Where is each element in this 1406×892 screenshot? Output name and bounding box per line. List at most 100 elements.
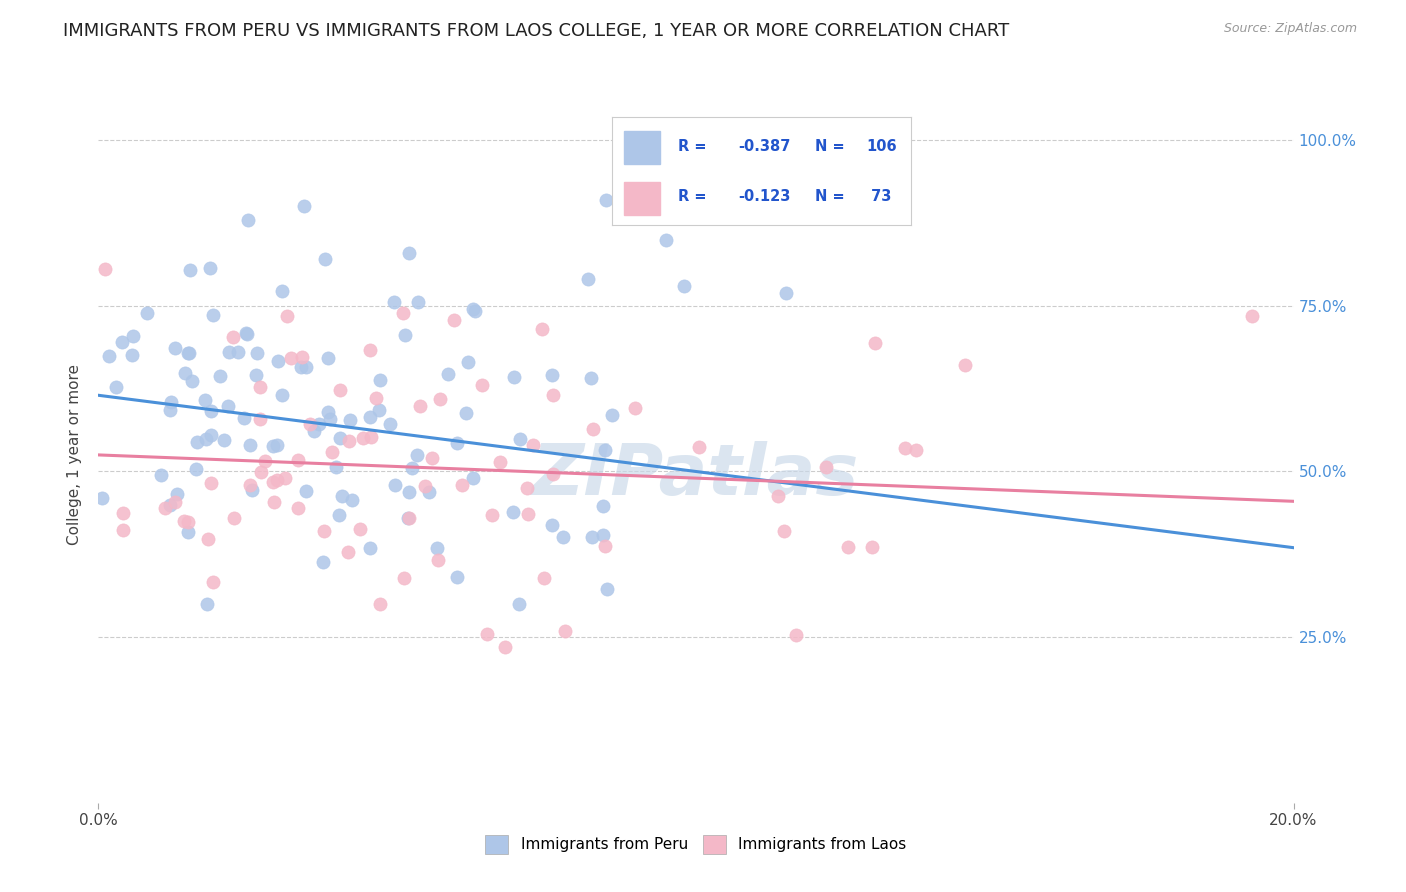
Point [186,435,208,450]
Point [394,328,416,343]
Point [581,530,603,544]
Point [368,373,391,387]
Point [249,412,271,426]
Point [436,367,458,381]
Point [471,377,494,392]
Point [136,306,159,320]
Point [165,341,187,355]
Point [262,440,284,454]
Point [426,541,449,555]
Text: Source: ZipAtlas.com: Source: ZipAtlas.com [1223,22,1357,36]
Point [509,432,531,446]
Point [226,345,249,359]
Point [235,326,257,341]
Point [342,493,364,508]
Point [785,628,807,642]
Point [316,405,339,419]
Point [308,417,330,431]
Point [266,473,288,487]
Point [195,432,218,446]
Point [398,511,420,525]
Point [165,495,187,509]
Point [396,511,419,525]
Text: ZIPatlas: ZIPatlas [533,442,859,510]
Point [174,366,197,380]
Point [239,437,262,451]
Point [94,262,117,277]
Point [398,484,420,499]
Point [352,431,374,445]
Point [541,387,564,401]
Point [489,455,512,469]
Point [893,441,915,455]
Point [276,309,298,323]
Point [429,392,451,406]
Point [593,539,616,553]
Point [291,350,314,364]
Point [328,508,350,522]
Point [775,285,797,300]
Point [186,462,208,476]
Point [522,438,544,452]
Point [578,272,600,286]
Point [336,545,359,559]
Legend: Immigrants from Peru, Immigrants from Laos: Immigrants from Peru, Immigrants from La… [478,828,914,862]
Point [319,412,342,426]
Point [302,425,325,439]
Point [262,475,284,489]
Point [195,597,218,611]
Point [271,284,294,298]
Point [360,430,382,444]
Point [531,322,554,336]
Point [325,459,347,474]
Point [540,518,562,533]
Point [224,511,246,525]
Point [673,279,696,293]
Point [596,582,619,596]
Point [508,597,530,611]
Point [422,451,444,466]
Point [312,524,335,539]
Point [454,406,477,420]
Point [815,459,838,474]
Point [382,295,405,310]
Point [367,402,389,417]
Point [274,471,297,485]
Point [201,575,224,590]
Point [159,498,181,512]
Point [359,541,381,555]
Point [427,553,450,567]
Point [384,477,406,491]
Point [332,489,354,503]
Point [270,387,292,401]
Point [200,428,222,442]
Point [200,475,222,490]
Point [624,401,647,416]
Point [413,479,436,493]
Point [298,417,321,431]
Point [475,627,498,641]
Point [177,516,200,530]
Point [122,329,145,343]
Point [349,522,371,536]
Point [111,335,134,350]
Point [446,436,468,450]
Point [209,369,232,384]
Point [194,393,217,408]
Point [98,349,121,363]
Point [153,500,176,515]
Point [768,489,790,503]
Point [312,555,335,569]
Point [516,481,538,495]
Point [595,443,617,458]
Point [253,454,276,468]
Point [173,515,195,529]
Point [392,571,415,585]
Point [295,359,318,374]
Point [263,495,285,509]
Point [316,351,339,366]
Point [688,440,710,454]
Point [339,413,361,427]
Point [292,199,315,213]
Point [446,569,468,583]
